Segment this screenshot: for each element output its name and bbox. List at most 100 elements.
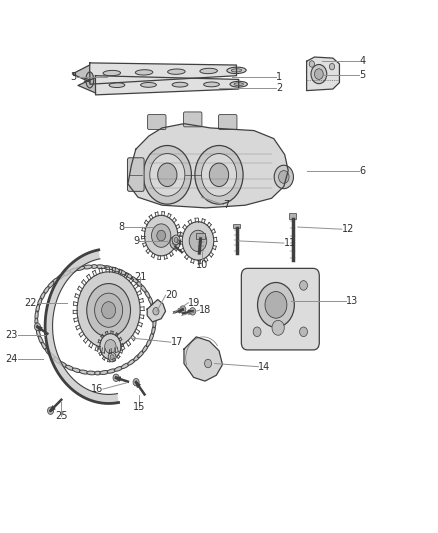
- Circle shape: [274, 165, 293, 189]
- Circle shape: [152, 224, 171, 247]
- Circle shape: [311, 64, 327, 84]
- Ellipse shape: [39, 336, 43, 344]
- Polygon shape: [95, 76, 239, 95]
- Polygon shape: [45, 250, 119, 403]
- Circle shape: [100, 334, 121, 359]
- Ellipse shape: [145, 290, 150, 298]
- Text: 6: 6: [359, 166, 365, 175]
- Ellipse shape: [151, 302, 155, 311]
- Circle shape: [195, 146, 243, 204]
- Circle shape: [182, 222, 214, 260]
- Text: 5: 5: [359, 70, 365, 79]
- Text: 20: 20: [166, 290, 178, 300]
- Circle shape: [174, 237, 178, 242]
- Ellipse shape: [95, 371, 101, 375]
- Text: 12: 12: [342, 224, 354, 234]
- Polygon shape: [184, 337, 223, 381]
- Text: 8: 8: [119, 222, 125, 232]
- Text: 3: 3: [71, 72, 77, 82]
- Ellipse shape: [35, 311, 38, 320]
- Ellipse shape: [36, 304, 39, 313]
- Text: 19: 19: [188, 298, 201, 308]
- Ellipse shape: [91, 265, 97, 269]
- Text: 24: 24: [5, 354, 18, 364]
- Ellipse shape: [172, 82, 188, 87]
- Circle shape: [105, 340, 116, 353]
- Text: 1: 1: [276, 72, 282, 82]
- Circle shape: [265, 292, 287, 318]
- FancyBboxPatch shape: [241, 269, 319, 350]
- Ellipse shape: [152, 309, 156, 318]
- FancyBboxPatch shape: [219, 115, 237, 130]
- Ellipse shape: [149, 332, 154, 341]
- Circle shape: [158, 163, 177, 187]
- Circle shape: [157, 230, 166, 241]
- Ellipse shape: [86, 72, 94, 88]
- Ellipse shape: [57, 274, 64, 280]
- Text: 13: 13: [346, 296, 358, 306]
- FancyBboxPatch shape: [127, 158, 144, 191]
- Ellipse shape: [114, 366, 123, 371]
- FancyBboxPatch shape: [148, 115, 166, 130]
- Circle shape: [113, 374, 119, 382]
- Circle shape: [205, 359, 212, 368]
- Ellipse shape: [135, 280, 142, 287]
- Ellipse shape: [146, 338, 152, 347]
- Ellipse shape: [66, 365, 74, 370]
- Ellipse shape: [83, 265, 92, 269]
- Circle shape: [145, 215, 178, 256]
- Ellipse shape: [124, 273, 132, 278]
- Polygon shape: [72, 65, 90, 82]
- Ellipse shape: [43, 287, 49, 294]
- Circle shape: [258, 282, 294, 327]
- Ellipse shape: [230, 82, 247, 87]
- Polygon shape: [147, 300, 166, 322]
- Polygon shape: [90, 63, 237, 84]
- Ellipse shape: [168, 69, 185, 74]
- Ellipse shape: [148, 296, 153, 304]
- Text: 15: 15: [133, 402, 145, 412]
- Text: 10: 10: [196, 261, 208, 270]
- Circle shape: [279, 171, 289, 183]
- Ellipse shape: [87, 371, 96, 375]
- Ellipse shape: [47, 281, 54, 289]
- Ellipse shape: [107, 369, 116, 373]
- Circle shape: [309, 61, 314, 67]
- Ellipse shape: [103, 70, 120, 76]
- Circle shape: [172, 235, 180, 245]
- Text: 18: 18: [199, 305, 212, 315]
- Bar: [233, 224, 240, 228]
- Ellipse shape: [138, 350, 144, 358]
- Ellipse shape: [234, 83, 244, 86]
- Ellipse shape: [141, 83, 156, 87]
- Bar: [196, 233, 205, 239]
- Ellipse shape: [204, 82, 219, 87]
- Polygon shape: [78, 78, 95, 93]
- Circle shape: [201, 154, 237, 196]
- Circle shape: [110, 355, 114, 360]
- Ellipse shape: [135, 70, 153, 75]
- Ellipse shape: [103, 265, 113, 270]
- Circle shape: [77, 272, 140, 349]
- FancyBboxPatch shape: [184, 112, 202, 127]
- Ellipse shape: [35, 323, 39, 332]
- Text: 23: 23: [5, 330, 18, 340]
- Ellipse shape: [127, 359, 135, 365]
- Ellipse shape: [121, 363, 129, 368]
- Text: 25: 25: [55, 411, 67, 421]
- Ellipse shape: [231, 69, 242, 72]
- Circle shape: [272, 320, 284, 335]
- Text: 4: 4: [359, 56, 365, 66]
- Circle shape: [173, 239, 178, 246]
- Circle shape: [170, 236, 180, 249]
- Circle shape: [209, 163, 229, 187]
- Ellipse shape: [72, 368, 81, 373]
- Bar: [289, 213, 296, 219]
- Circle shape: [102, 302, 116, 319]
- Ellipse shape: [36, 329, 40, 338]
- Ellipse shape: [140, 285, 146, 292]
- Ellipse shape: [40, 292, 45, 301]
- Ellipse shape: [109, 83, 125, 87]
- Text: 21: 21: [134, 272, 146, 282]
- Ellipse shape: [45, 348, 52, 356]
